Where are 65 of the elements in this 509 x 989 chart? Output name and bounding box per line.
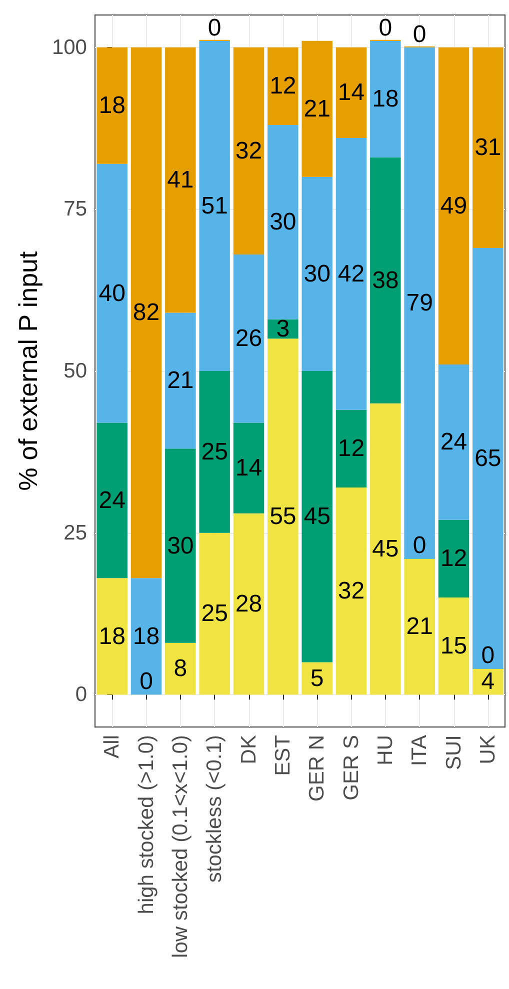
x-tick-label: SUI (442, 735, 466, 770)
data-label: 15 (440, 632, 468, 660)
data-label: 12 (338, 435, 365, 462)
data-label: 12 (270, 72, 296, 100)
data-label: 25 (201, 600, 228, 628)
data-label: 26 (235, 325, 262, 352)
data-label: 14 (235, 454, 262, 482)
x-tick-label: HU (374, 735, 397, 766)
data-label: 5 (310, 664, 324, 692)
x-tick-label: All (100, 735, 124, 758)
data-label: 28 (235, 590, 262, 618)
y-axis-title: % of external P input (13, 250, 44, 491)
data-label: 21 (167, 367, 194, 394)
data-label: 12 (440, 545, 468, 572)
x-tick-label: stockless (<0.1) (203, 735, 226, 883)
data-label: 40 (98, 280, 126, 307)
data-label: 0 (140, 668, 153, 696)
data-label: 65 (474, 444, 502, 472)
data-label: 55 (270, 503, 296, 530)
data-label: 30 (270, 208, 296, 236)
data-label: 30 (304, 260, 330, 288)
x-tick-label: EST (271, 734, 294, 776)
data-label: 32 (338, 578, 365, 605)
data-label: 51 (201, 192, 228, 220)
data-label: 49 (440, 192, 468, 220)
data-label: 14 (338, 79, 365, 106)
data-label: 18 (98, 92, 126, 120)
x-tick-label: high stocked (>1.0) (134, 735, 158, 914)
x-tick-label: ITA (408, 735, 432, 766)
data-label: 24 (440, 428, 468, 456)
data-label: 30 (167, 532, 194, 560)
data-label: 8 (174, 655, 188, 682)
data-label: 45 (372, 536, 399, 562)
data-label: 24 (98, 486, 126, 514)
data-label: 18 (98, 622, 126, 650)
data-label: 18 (132, 622, 160, 650)
data-label: 21 (304, 95, 330, 122)
data-label: 0 (378, 14, 392, 42)
data-label: 18 (372, 86, 399, 113)
y-tick-label: 25 (64, 521, 87, 544)
y-tick-label: 100 (52, 36, 87, 59)
data-label: 25 (201, 438, 228, 466)
data-label: 41 (167, 166, 194, 194)
x-tick-label: DK (237, 735, 260, 764)
x-tick-label: low stocked (0.1<x<1.0) (168, 735, 192, 958)
y-tick-label: 50 (64, 360, 87, 382)
data-label: 0 (208, 14, 222, 42)
data-label: 31 (474, 134, 502, 162)
data-label: 45 (304, 503, 330, 530)
data-label: 79 (406, 290, 433, 317)
data-label: 21 (406, 613, 433, 640)
x-tick-label: GER S (340, 735, 363, 800)
data-label: 0 (412, 532, 426, 560)
data-label: 3 (276, 315, 290, 342)
x-tick-label: GER N (306, 735, 329, 802)
y-tick-label: 0 (75, 683, 87, 706)
data-label: 82 (132, 299, 160, 326)
data-label: 42 (338, 260, 365, 288)
data-label: 38 (372, 266, 399, 294)
data-label: 4 (481, 668, 495, 696)
data-label: 0 (412, 20, 426, 48)
data-label: 32 (235, 137, 262, 164)
data-label: 0 (481, 642, 495, 670)
y-tick-label: 75 (64, 198, 87, 221)
x-tick-label: UK (476, 735, 500, 764)
